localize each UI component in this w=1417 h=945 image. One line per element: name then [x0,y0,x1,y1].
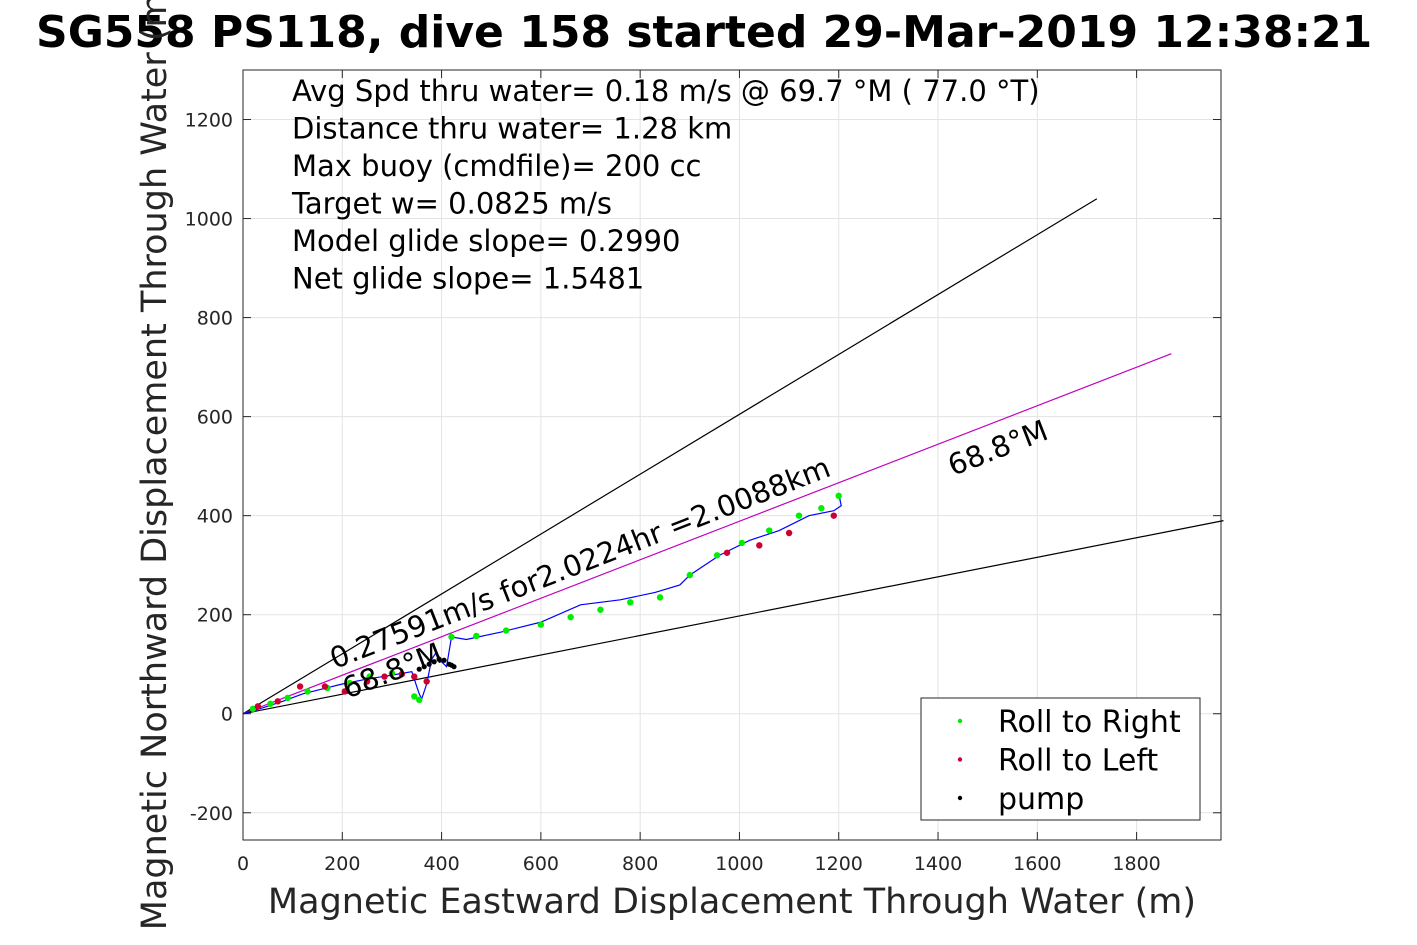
stats-line: Net glide slope= 1.5481 [292,262,644,296]
axis-ticks: 0 200 400 600 800 1000 1200 1400 1600 1800 -200 0 20… [185,70,1221,875]
roll-right-point [656,594,664,601]
y-tick-label: 400 [197,506,233,528]
roll-right-point [627,599,634,606]
roll-left-point [830,512,837,519]
roll-right-point [366,673,373,680]
stats-line: Model glide slope= 0.2990 [292,224,680,258]
stats-line: Target w= 0.0825 m/s [291,187,612,221]
annotations: 68.8°M0.27591m/s for2.0224hr =2.0088km68… [325,413,1052,705]
pump-point [451,664,457,670]
x-tick-label: 1000 [715,853,763,875]
grid [242,70,1221,840]
stats-line: Distance thru water= 1.28 km [292,112,732,146]
roll-right-point [388,669,396,677]
reference-line [242,198,1098,715]
stats-text-block: Avg Spd thru water= 0.18 m/s @ 69.7 °M (… [291,74,1040,296]
legend-marker [957,795,963,801]
x-tick-label: 800 [622,853,658,875]
roll-right-point [249,705,257,712]
pump-point [431,659,437,665]
roll-left-point [756,542,763,549]
roll-left-point [296,683,304,690]
roll-right-point [411,693,418,700]
x-axis-label: Magnetic Eastward Displacement Through W… [268,882,1196,922]
x-tick-label: 1200 [815,853,863,875]
roll-left-point [274,698,281,705]
y-tick-label: 0 [221,704,233,726]
y-tick-label: -200 [190,803,233,825]
legend-label: pump [998,782,1084,817]
roll-right-point [502,627,510,634]
y-tick-label: 1200 [185,110,233,132]
legend-label: Roll to Left [998,744,1158,779]
legend-marker [957,718,963,724]
reference-line [242,520,1224,715]
roll-right-point [448,633,455,641]
roll-right-point [795,512,803,519]
y-tick-label: 600 [197,407,233,429]
plot-area [242,69,1222,841]
x-tick-label: 200 [324,853,360,875]
stats-line: Max buoy (cmdfile)= 200 cc [292,149,701,183]
pump-point [441,657,447,663]
roll-right-point [818,505,825,512]
roll-left-point [341,688,348,695]
roll-right-point [738,539,746,547]
roll-left-point [381,673,388,680]
roll-left-point [785,529,793,537]
roll-right-point [416,696,423,704]
roll-markers [249,492,842,712]
annotation-label: 0.27591m/s for2.0224hr =2.0088km [325,450,835,676]
y-tick-label: 800 [197,308,233,330]
roll-left-point [723,549,731,556]
x-tick-label: 1600 [1013,853,1061,875]
roll-right-point [713,552,721,559]
roll-right-point [686,571,694,579]
legend-label: Roll to Right [998,705,1181,740]
roll-right-point [473,632,480,640]
roll-right-point [267,700,274,708]
x-tick-label: 0 [237,853,249,875]
pump-point [436,656,442,662]
pump-point [416,666,422,672]
reference-lines [242,198,1224,715]
y-tick-label: 200 [197,605,233,627]
legend-box [920,697,1201,821]
chart-title: SG558 PS118, dive 158 started 29-Mar-201… [36,7,1372,58]
y-axis-label: Magnetic Northward Displacement Through … [135,0,175,930]
roll-right-point [766,527,773,534]
pump-point [426,661,432,667]
pump-point [421,664,427,670]
x-tick-label: 600 [523,853,559,875]
roll-left-point [423,678,430,685]
x-tick-label: 1400 [914,853,962,875]
stats-line: Avg Spd thru water= 0.18 m/s @ 69.7 °M (… [292,74,1040,108]
roll-left-point [363,678,371,685]
annotation-label: 68.8°M [943,413,1052,482]
track-line [242,493,842,715]
reference-line [242,353,1172,715]
x-tick-label: 1800 [1112,853,1160,875]
roll-left-point [398,670,406,678]
roll-right-point [304,688,311,695]
legend-marker [957,757,963,762]
x-tick-label: 400 [423,853,459,875]
roll-right-point [284,694,291,702]
y-tick-label: 1000 [185,209,233,231]
roll-left-point [321,683,329,690]
roll-right-point [835,492,842,500]
roll-right-point [346,679,353,687]
roll-left-point [411,673,418,680]
roll-right-point [567,613,574,621]
roll-right-point [537,621,545,628]
roll-right-point [597,606,604,613]
roll-left-point [254,703,262,710]
dive-track [242,493,842,715]
